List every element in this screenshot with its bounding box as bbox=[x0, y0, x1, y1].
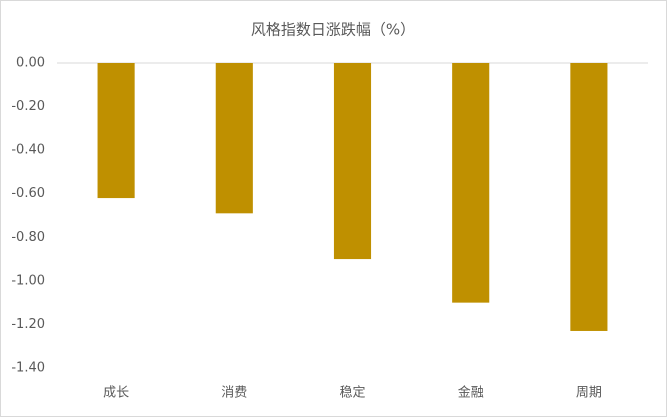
x-tick-label: 消费 bbox=[221, 386, 247, 401]
x-tick-label: 周期 bbox=[576, 386, 602, 401]
chart-title: 风格指数日涨跌幅（%） bbox=[251, 21, 415, 39]
x-tick-label: 金融 bbox=[458, 385, 484, 401]
bar bbox=[97, 63, 135, 199]
y-tick-label: -1.20 bbox=[11, 317, 45, 332]
bar bbox=[570, 63, 608, 331]
y-tick-label: -0.80 bbox=[11, 230, 45, 245]
bar bbox=[215, 63, 253, 214]
y-tick-label: -0.20 bbox=[11, 99, 45, 114]
y-tick-label: 0.00 bbox=[16, 56, 45, 71]
x-tick-label: 稳定 bbox=[339, 385, 365, 401]
y-tick-label: -0.40 bbox=[11, 143, 45, 158]
bar bbox=[452, 63, 490, 303]
x-tick-label: 成长 bbox=[103, 386, 129, 401]
bar bbox=[333, 63, 372, 260]
y-tick-label: -0.60 bbox=[11, 186, 45, 201]
y-tick-label: -1.40 bbox=[11, 361, 45, 376]
y-tick-label: -1.00 bbox=[11, 273, 45, 288]
